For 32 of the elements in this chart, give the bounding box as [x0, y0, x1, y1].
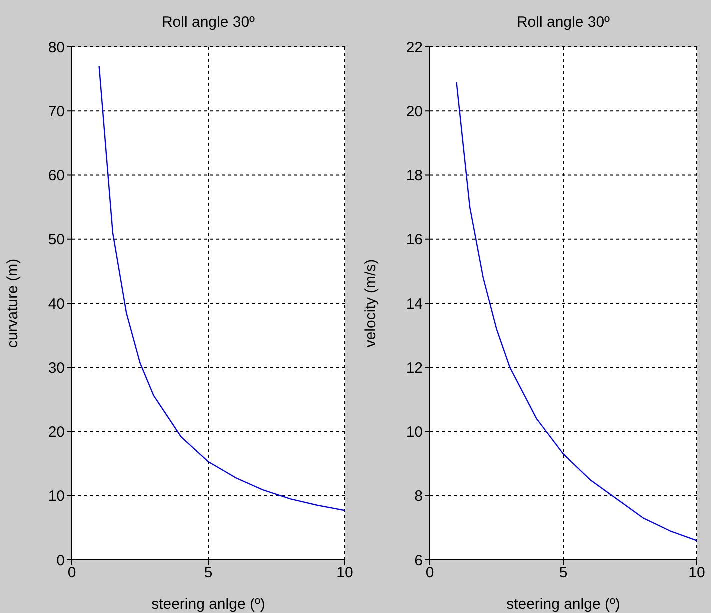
- y-tick-label: 12: [406, 360, 423, 377]
- x-tick-label: 10: [688, 564, 706, 582]
- y-tick-label: 6: [414, 552, 423, 570]
- y-tick-label: 40: [48, 296, 65, 313]
- y-tick-label: 0: [56, 552, 65, 570]
- y-tick-label: 16: [406, 232, 423, 249]
- x-tick-label: 5: [559, 564, 568, 582]
- y-tick-label: 80: [48, 39, 65, 56]
- y-tick-label: 20: [48, 424, 65, 442]
- x-tick-label: 0: [426, 564, 434, 582]
- x-axis-title: steering anlge (º): [506, 596, 620, 613]
- y-tick-label: 70: [48, 103, 65, 120]
- x-axis-title: steering anlge (º): [152, 596, 266, 613]
- y-axis-title: curvature (m): [4, 258, 22, 348]
- y-tick-label: 10: [48, 488, 65, 506]
- y-tick-label: 18: [406, 168, 423, 185]
- y-axis-title: velocity (m/s): [362, 259, 380, 348]
- line-series: [98, 66, 345, 512]
- y-tick-label: 22: [406, 39, 423, 56]
- y-tick-label: 60: [48, 168, 65, 185]
- x-tick-label: 0: [68, 564, 76, 582]
- y-tick-label: 20: [406, 103, 423, 120]
- y-tick-label: 50: [48, 232, 65, 249]
- line-series: [456, 82, 697, 542]
- x-tick-label: 10: [336, 564, 354, 582]
- x-tick-label: 5: [204, 564, 213, 582]
- chart-title: Roll angle 30º: [516, 14, 612, 31]
- y-tick-label: 8: [414, 488, 423, 506]
- y-tick-label: 10: [406, 424, 423, 442]
- y-tick-label: 14: [406, 296, 423, 313]
- y-tick-label: 30: [48, 360, 65, 377]
- chart-title: Roll angle 30º: [160, 14, 256, 31]
